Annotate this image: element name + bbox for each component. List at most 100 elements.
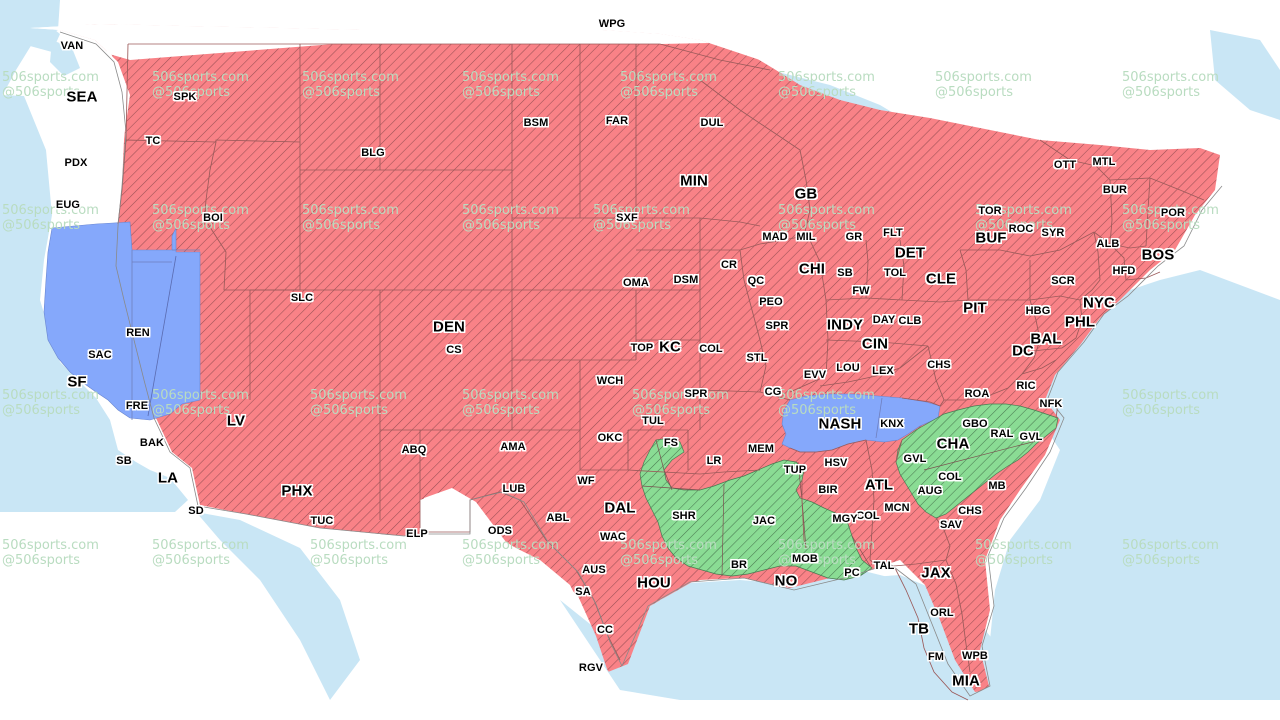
- city-label: OMA: [623, 277, 649, 289]
- city-label: SCR: [1051, 275, 1075, 287]
- city-label: MB: [988, 480, 1006, 492]
- blue-coverage-region-tennessee: [781, 393, 941, 453]
- city-label: RIC: [1016, 380, 1036, 392]
- city-label: WPG: [598, 18, 626, 30]
- city-label: BAK: [139, 437, 165, 449]
- city-label: TAL: [873, 560, 895, 572]
- city-label: SYR: [1041, 227, 1065, 239]
- city-label: LR: [706, 455, 722, 467]
- city-label: CHS: [927, 359, 951, 371]
- city-label: ABQ: [401, 444, 427, 456]
- city-label: SA: [575, 586, 591, 598]
- city-label: NO: [774, 572, 798, 590]
- city-label: SB: [837, 267, 853, 279]
- city-label: SPR: [684, 388, 708, 400]
- city-label: DAL: [604, 499, 636, 517]
- city-label: SB: [116, 455, 132, 467]
- city-label: HSV: [824, 457, 848, 469]
- city-label: LA: [157, 469, 179, 487]
- city-label: ORL: [930, 607, 954, 619]
- green-coverage-region-carolinas: [895, 403, 1059, 519]
- city-label: CC: [596, 624, 614, 636]
- city-label: MIL: [796, 231, 816, 243]
- city-label: WAC: [600, 531, 626, 543]
- city-label: FLT: [883, 227, 903, 239]
- city-label: TB: [908, 620, 930, 638]
- city-label: BUR: [1102, 184, 1128, 196]
- city-label: AUS: [582, 564, 606, 576]
- city-label: DEN: [433, 318, 465, 336]
- city-label: MEM: [748, 443, 774, 455]
- city-label: PC: [844, 567, 860, 579]
- city-label: OKC: [597, 432, 623, 444]
- city-label: TOP: [630, 342, 654, 354]
- city-label: DET: [894, 244, 926, 262]
- city-label: RAL: [990, 428, 1014, 440]
- city-label: SAV: [939, 519, 963, 531]
- city-label: LOU: [836, 362, 860, 374]
- city-label: COL: [699, 343, 723, 355]
- city-label: GVL: [903, 453, 927, 465]
- city-label: KC: [659, 338, 681, 356]
- city-label: BR: [730, 559, 748, 571]
- city-label: CHS: [958, 505, 982, 517]
- city-label: SF: [67, 373, 87, 391]
- city-label: TC: [145, 135, 161, 147]
- city-label: BIR: [818, 484, 838, 496]
- city-label: BOI: [203, 212, 223, 224]
- city-label: CLB: [898, 315, 922, 327]
- city-label: CHI: [798, 260, 826, 278]
- city-label: MAD: [762, 231, 788, 243]
- city-label: EVV: [803, 369, 827, 381]
- city-label: KNX: [880, 418, 904, 430]
- city-label: ROA: [964, 388, 990, 400]
- city-label: CHA: [936, 435, 970, 453]
- city-label: DUL: [700, 117, 724, 129]
- coastlines: [59, 31, 1223, 697]
- city-label: ROC: [1008, 223, 1034, 235]
- city-label: FS: [663, 437, 679, 449]
- city-label: WF: [577, 475, 595, 487]
- city-label: SXF: [616, 212, 638, 224]
- city-label: WPB: [962, 650, 988, 662]
- city-label: TUP: [783, 464, 807, 476]
- city-label: WCH: [596, 375, 624, 387]
- city-label: BAL: [1030, 330, 1062, 348]
- city-label: FAR: [605, 115, 629, 127]
- city-label: EUG: [55, 199, 81, 211]
- city-label: SPR: [765, 320, 789, 332]
- city-label: SEA: [66, 88, 98, 106]
- city-label: MCN: [884, 502, 910, 514]
- city-label: NFK: [1039, 398, 1063, 410]
- city-label: TOL: [883, 267, 907, 279]
- city-label: INDY: [826, 316, 864, 334]
- city-label: CS: [446, 344, 462, 356]
- city-label: SAC: [88, 349, 112, 361]
- city-label: GR: [845, 231, 863, 243]
- city-label: FM: [927, 651, 945, 663]
- city-label: NASH: [818, 415, 862, 433]
- city-label: LEX: [872, 365, 894, 377]
- city-label: TUC: [310, 515, 334, 527]
- city-label: CR: [720, 259, 738, 271]
- city-label: LV: [226, 412, 246, 430]
- city-label: LUB: [502, 483, 526, 495]
- city-label: POR: [1160, 207, 1186, 219]
- city-label: DSM: [673, 274, 699, 286]
- city-label: GVL: [1019, 431, 1043, 443]
- city-label: RGV: [578, 662, 604, 674]
- city-label: VAN: [60, 40, 84, 52]
- city-label: OTT: [1053, 159, 1077, 171]
- city-label: PHX: [281, 482, 313, 500]
- city-label: BLG: [361, 147, 385, 159]
- city-label: HOU: [637, 574, 671, 592]
- city-label: HFD: [1112, 265, 1136, 277]
- city-label: ODS: [487, 525, 513, 537]
- city-label: GBO: [962, 418, 988, 430]
- city-label: JAC: [752, 515, 776, 527]
- city-label: TUL: [642, 415, 664, 427]
